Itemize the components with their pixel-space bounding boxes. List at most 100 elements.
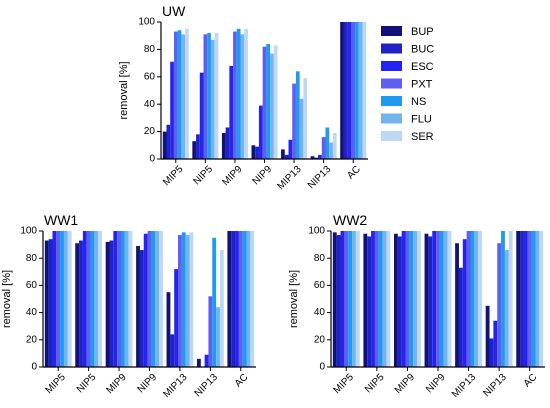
bar-pxt-mip5 <box>173 31 178 160</box>
bar-ser-nip5 <box>386 231 391 367</box>
bar-ns-nip13 <box>325 127 330 159</box>
y-tick-label: 0 <box>149 154 155 165</box>
bar-flu-ac <box>246 231 251 367</box>
bar-flu-nip9 <box>270 53 274 160</box>
bar-ser-nip13 <box>219 250 224 367</box>
bar-esc-nip5 <box>371 231 375 367</box>
bar-pxt-nip5 <box>203 34 208 159</box>
bar-bup-ac <box>227 231 232 367</box>
bar-buc-mip9 <box>109 240 114 367</box>
bar-esc-mip5 <box>340 231 345 367</box>
bar-esc-ac <box>347 22 352 159</box>
x-tick-label: NIP5 <box>363 372 387 396</box>
y-axis-label: removal [%] <box>118 61 130 119</box>
bar-pxt-nip13 <box>321 137 326 159</box>
bar-ns-nip13 <box>501 231 505 367</box>
bar-esc-nip13 <box>204 354 209 367</box>
x-tick-label: MIP9 <box>104 372 129 397</box>
legend-label-ns: NS <box>411 96 426 108</box>
bar-ns-mip5 <box>177 30 182 159</box>
x-tick-label: AC <box>233 372 251 390</box>
chart-ww1: WW1 removal [%] 0 20 40 60 80 100 MIP5 NIP5 MIP9 NI… <box>1 212 256 400</box>
bar-buc-mip9 <box>225 127 230 159</box>
bar-bup-nip9 <box>251 145 256 159</box>
legend-swatch-bup <box>381 26 402 36</box>
bar-flu-nip5 <box>94 231 99 367</box>
x-tick-label: NIP13 <box>193 372 221 400</box>
bar-ser-mip9 <box>128 231 133 367</box>
bar-ns-mip5 <box>60 231 64 367</box>
bar-esc-mip13 <box>288 139 293 159</box>
bar-esc-ac <box>523 231 528 367</box>
y-tick-label: 20 <box>26 334 38 345</box>
bar-flu-mip9 <box>413 231 418 367</box>
y-tick-label: 60 <box>314 280 326 291</box>
bar-buc-mip5 <box>48 239 53 367</box>
x-tick-label: AC <box>345 164 363 182</box>
x-tick-label: NIP13 <box>306 164 334 192</box>
bar-flu-nip5 <box>382 231 387 367</box>
x-tick-label: NIP5 <box>75 372 99 396</box>
bar-esc-nip9 <box>258 105 263 159</box>
bar-ser-ac <box>539 231 544 367</box>
bar-bup-nip5 <box>192 141 197 159</box>
bar-bup-mip13 <box>166 292 171 367</box>
legend-label-ser: SER <box>411 131 434 143</box>
bar-buc-nip9 <box>428 236 433 367</box>
bar-flu-ac <box>358 22 363 159</box>
bar-flu-nip9 <box>443 231 448 367</box>
y-tick-label: 0 <box>31 362 37 373</box>
legend-label-esc: ESC <box>411 61 434 73</box>
bar-ser-mip5 <box>355 231 360 367</box>
bar-bup-ac <box>516 231 521 367</box>
bar-bup-mip13 <box>455 243 459 367</box>
bar-bup-nip9 <box>424 233 429 367</box>
y-tick-label: 40 <box>314 307 326 318</box>
bar-buc-ac <box>231 231 236 367</box>
bar-buc-nip13 <box>314 157 319 159</box>
bar-pxt-mip13 <box>292 83 296 159</box>
bar-buc-ac <box>343 22 348 159</box>
bar-pxt-ac <box>238 231 243 367</box>
bar-flu-mip13 <box>185 235 190 367</box>
bar-ser-mip13 <box>303 78 308 159</box>
bar-ser-nip13 <box>508 231 513 367</box>
bar-ns-nip5 <box>90 231 95 367</box>
legend-swatch-ns <box>381 96 402 106</box>
y-tick-label: 80 <box>26 253 38 264</box>
bar-bup-mip9 <box>393 233 398 367</box>
bar-flu-mip5 <box>181 34 186 159</box>
legend-label-flu: FLU <box>411 113 432 125</box>
bar-buc-mip9 <box>397 236 402 367</box>
y-axis-label: removal [%] <box>1 270 13 328</box>
bar-esc-mip5 <box>52 231 57 367</box>
bar-ser-ac <box>250 231 255 367</box>
bar-flu-nip9 <box>155 231 160 367</box>
x-tick-label: NIP5 <box>192 164 216 188</box>
bar-esc-nip5 <box>199 72 204 159</box>
x-tick-label: MIP13 <box>161 372 190 401</box>
bar-buc-nip9 <box>255 146 259 159</box>
bar-pxt-mip13 <box>466 231 471 367</box>
bar-bup-mip9 <box>105 241 110 367</box>
bar-ns-mip13 <box>181 232 186 367</box>
bar-ser-nip9 <box>273 45 278 159</box>
bar-esc-mip13 <box>462 239 467 367</box>
bar-flu-nip13 <box>329 142 333 159</box>
bar-flu-mip13 <box>474 231 479 367</box>
legend: BUP BUC ESC PXT NS FLU SER <box>381 26 434 143</box>
bar-ns-ac <box>355 22 359 159</box>
bar-pxt-ac <box>527 231 532 367</box>
bar-esc-nip9 <box>432 231 437 367</box>
y-tick-label: 0 <box>319 362 325 373</box>
bar-buc-mip13 <box>170 334 175 367</box>
x-tick-label: NIP9 <box>424 372 448 396</box>
bar-esc-mip9 <box>401 231 406 367</box>
chart-title: WW1 <box>44 212 78 228</box>
bar-ns-mip9 <box>120 231 125 367</box>
bar-bup-mip5 <box>332 232 337 367</box>
bar-ser-nip5 <box>214 32 219 159</box>
bar-ser-nip5 <box>98 231 103 367</box>
x-tick-label: AC <box>522 372 540 390</box>
bar-buc-mip13 <box>458 267 463 367</box>
